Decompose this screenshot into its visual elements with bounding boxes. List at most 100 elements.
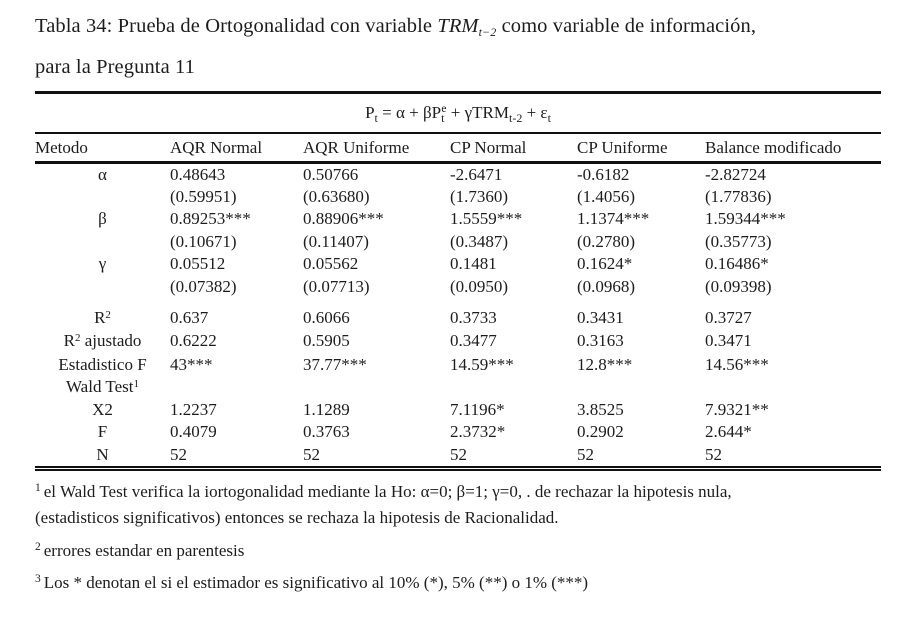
model-equation: Pt = α + βPte + γTRMt-2 + εt	[35, 91, 881, 134]
table-row: X2 1.2237 1.1289 7.1196* 3.8525 7.9321**	[35, 398, 881, 421]
cell-value: 14.59***	[450, 354, 514, 374]
footnote-text: errores estandar en parentesis	[43, 540, 245, 560]
cell-value	[303, 376, 450, 399]
caption-line2: para la Pregunta 11	[35, 56, 195, 78]
cell-value: 0.3733	[450, 307, 497, 327]
cell-value: (1.7360)	[450, 186, 509, 206]
cell-value: (1.4056)	[577, 186, 636, 206]
cell-value: 0.1481	[450, 254, 497, 274]
row-label: R2	[94, 307, 111, 327]
row-label: X2	[92, 399, 113, 419]
caption-variable-name: TRM	[437, 15, 479, 37]
cell-value: 1.1374***	[577, 209, 650, 229]
cell-value: 1.59344***	[705, 209, 786, 229]
column-header-cp-uniforme: CP Uniforme	[577, 134, 705, 164]
cell-value: 0.16486*	[705, 254, 769, 274]
caption-suffix: como variable de información,	[496, 15, 757, 37]
caption-prefix: Tabla 34: Prueba de Ortogonalidad con va…	[35, 15, 438, 37]
table-row: α 0.48643 0.50766 -2.6471 -0.6182 -2.82724	[35, 163, 881, 186]
cell-value: -2.6471	[450, 165, 503, 184]
cell-value: -0.6182	[577, 165, 630, 184]
cell-value: 14.56***	[705, 354, 769, 374]
row-label: Estadistico F	[58, 354, 147, 374]
row-label: R2 ajustado	[63, 330, 142, 350]
equation-term: P	[365, 103, 375, 122]
table-bottom-rule	[35, 465, 881, 471]
table-row: Wald Test1	[35, 376, 881, 399]
cell-value: 52	[577, 444, 594, 464]
cell-value: (0.0950)	[450, 276, 509, 296]
cell-value: 0.2902	[577, 422, 624, 442]
cell-value: 1.1289	[303, 399, 350, 419]
row-label: N	[96, 444, 109, 464]
table-row: Estadistico F 43*** 37.77*** 14.59*** 12.8**…	[35, 353, 881, 376]
column-header-aqr-uniforme: AQR Uniforme	[303, 134, 450, 164]
cell-value: (0.07382)	[170, 276, 237, 296]
cell-value: 52	[450, 444, 467, 464]
cell-value: 52	[705, 444, 722, 464]
table-row: (0.10671) (0.11407) (0.3487) (0.2780) (0.357…	[35, 230, 881, 253]
cell-value: 0.05562	[303, 254, 359, 274]
footnote-text: Los * denotan el si el estimador es sign…	[43, 572, 589, 592]
document-page: Tabla 34: Prueba de Ortogonalidad con va…	[35, 9, 881, 595]
column-header-cp-normal: CP Normal	[450, 134, 577, 164]
row-label: α	[98, 165, 107, 184]
equation-subscript: t	[441, 111, 445, 125]
equation-term: + γTRM	[446, 103, 509, 122]
footnote-significancia: 3 Los * denotan el si el estimador es sig…	[35, 567, 881, 595]
cell-value: 7.9321**	[705, 399, 769, 419]
footnotes: 1 el Wald Test verifica la iortogonalidad…	[35, 476, 881, 595]
table-caption: Tabla 34: Prueba de Ortogonalidad con va…	[35, 9, 881, 85]
cell-value: (0.59951)	[170, 186, 237, 206]
cell-value: 0.48643	[170, 165, 226, 184]
cell-value: 0.89253***	[170, 209, 251, 229]
cell-value: (0.63680)	[303, 186, 370, 206]
cell-value: (0.0968)	[577, 276, 636, 296]
cell-value: (0.2780)	[577, 231, 636, 251]
equation-term: + ε	[522, 103, 548, 122]
cell-value: 0.88906***	[303, 209, 384, 229]
cell-value: 3.8525	[577, 399, 624, 419]
equation-subscript: t-2	[508, 111, 523, 125]
cell-value: -2.82724	[705, 165, 766, 184]
cell-value	[170, 376, 303, 399]
footnote-marker: 3	[35, 572, 41, 585]
cell-value: 0.4079	[170, 422, 217, 442]
column-header-balance-modificado: Balance modificado	[705, 134, 881, 164]
results-table: Metodo AQR Normal AQR Uniforme CP Normal…	[35, 134, 881, 466]
table-row: R2 ajustado 0.6222 0.5905 0.3477 0.3163 0.347…	[35, 328, 881, 353]
row-label: γ	[98, 254, 107, 274]
equation-subscript: t	[547, 111, 551, 125]
cell-value: 37.77***	[303, 354, 367, 374]
cell-value: (0.07713)	[303, 276, 370, 296]
column-header-aqr-normal: AQR Normal	[170, 134, 303, 164]
equation-subscript: t	[374, 111, 378, 125]
cell-value: 52	[303, 444, 320, 464]
footnote-marker: 1	[35, 481, 41, 494]
cell-value: 0.6066	[303, 307, 350, 327]
footnote-text-continuation: (estadisticos significativos) entonces s…	[35, 507, 559, 527]
table-row: N 52 52 52 52 52	[35, 443, 881, 466]
cell-value: (0.3487)	[450, 231, 509, 251]
cell-value: 7.1196*	[450, 399, 505, 419]
column-header-metodo: Metodo	[35, 134, 170, 164]
cell-value: 0.3431	[577, 307, 624, 327]
row-label	[35, 230, 170, 253]
cell-value: 0.1624*	[577, 254, 633, 274]
cell-value	[705, 376, 881, 399]
cell-value: 0.3163	[577, 330, 624, 350]
cell-value: (0.10671)	[170, 231, 237, 251]
cell-value: 0.3471	[705, 330, 752, 350]
cell-value: 0.6222	[170, 330, 217, 350]
cell-value: 2.644*	[705, 422, 752, 442]
footnote-errores-estandar: 2 errores estandar en parentesis	[35, 535, 881, 563]
cell-value: 0.5905	[303, 330, 350, 350]
footnote-text: el Wald Test verifica la iortogonalidad …	[43, 481, 732, 501]
cell-value	[577, 376, 705, 399]
header-row: Metodo AQR Normal AQR Uniforme CP Normal…	[35, 134, 881, 164]
table-row: (0.07382) (0.07713) (0.0950) (0.0968) (0.093…	[35, 275, 881, 298]
table-body: α 0.48643 0.50766 -2.6471 -0.6182 -2.82724 (0.…	[35, 163, 881, 466]
caption-variable: TRMt−2	[437, 15, 496, 39]
table-row: F 0.4079 0.3763 2.3732* 0.2902 2.644*	[35, 421, 881, 444]
cell-value: 0.3727	[705, 307, 752, 327]
